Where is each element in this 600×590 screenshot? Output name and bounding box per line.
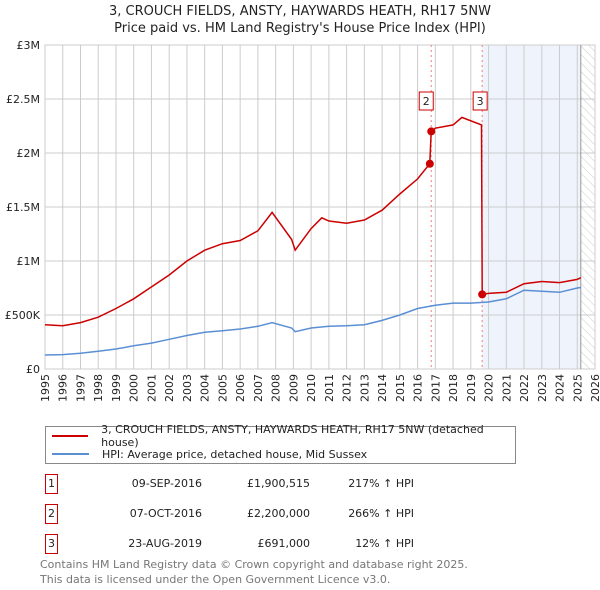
x-tick-label: 2021 bbox=[500, 374, 513, 402]
x-tick-label: 2016 bbox=[412, 374, 425, 402]
y-tick-label: £2M bbox=[17, 147, 41, 160]
series-line bbox=[44, 286, 581, 356]
chart-title: 3, CROUCH FIELDS, ANSTY, HAYWARDS HEATH,… bbox=[109, 4, 491, 19]
sale-row: 1 09-SEP-2016 £1,900,515 217% ↑ HPI bbox=[45, 474, 445, 494]
plot-border bbox=[44, 44, 596, 370]
x-tick-label: 2011 bbox=[323, 374, 336, 402]
x-tick-label: 2008 bbox=[270, 374, 283, 402]
legend-item-hpi: HPI: Average price, detached house, Mid … bbox=[46, 446, 367, 462]
x-tick-label: 2010 bbox=[305, 374, 318, 402]
sale-hpi-change: 266% ↑ HPI bbox=[348, 507, 414, 520]
x-tick-label: 2014 bbox=[376, 374, 389, 402]
x-tick-label: 2012 bbox=[341, 374, 354, 402]
x-tick-label: 2015 bbox=[394, 374, 407, 402]
sale-price: £2,200,000 bbox=[247, 507, 310, 520]
y-tick-label: £500K bbox=[5, 309, 41, 322]
sale-date: 09-SEP-2016 bbox=[131, 477, 202, 490]
y-tick-label: £0 bbox=[26, 363, 40, 376]
legend-item-property: 3, CROUCH FIELDS, ANSTY, HAYWARDS HEATH,… bbox=[46, 423, 515, 449]
x-tick-label: 2003 bbox=[181, 374, 194, 402]
legend-swatch-red bbox=[52, 435, 89, 437]
sale-hpi-change: 217% ↑ HPI bbox=[348, 477, 414, 490]
y-tick-label: £3M bbox=[17, 39, 41, 52]
legend-label: HPI: Average price, detached house, Mid … bbox=[102, 447, 368, 461]
sale-label-box bbox=[418, 91, 434, 111]
x-tick-label: 2005 bbox=[216, 374, 229, 402]
x-tick-label: 2017 bbox=[429, 374, 442, 402]
sale-row: 2 07-OCT-2016 £2,200,000 266% ↑ HPI bbox=[45, 504, 445, 524]
sale-row: 3 23-AUG-2019 £691,000 12% ↑ HPI bbox=[45, 534, 445, 554]
x-tick-label: 2000 bbox=[128, 374, 141, 402]
x-tick-label: 2013 bbox=[358, 374, 371, 402]
sale-label: 2 bbox=[423, 95, 430, 108]
sale-point bbox=[478, 290, 487, 299]
x-tick-label: 2026 bbox=[589, 374, 600, 402]
sale-number-badge: 2 bbox=[45, 504, 58, 524]
series-line bbox=[44, 116, 582, 327]
sale-number-badge: 1 bbox=[45, 474, 58, 494]
sale-date: 07-OCT-2016 bbox=[129, 507, 202, 520]
x-tick-label: 1995 bbox=[39, 374, 52, 402]
y-tick-label: £1M bbox=[17, 255, 41, 268]
sale-hpi-change: 12% ↑ HPI bbox=[355, 537, 414, 550]
sale-number-badge: 3 bbox=[45, 534, 58, 554]
chart-subtitle: Price paid vs. HM Land Registry's House … bbox=[114, 21, 486, 36]
x-tick-label: 2004 bbox=[199, 374, 212, 402]
legend-label: 3, CROUCH FIELDS, ANSTY, HAYWARDS HEATH,… bbox=[101, 423, 484, 449]
x-tick-label: 2022 bbox=[518, 374, 531, 402]
x-tick-label: 2025 bbox=[571, 374, 584, 402]
footer-licence: This data is licensed under the Open Gov… bbox=[40, 573, 391, 586]
sale-date: 23-AUG-2019 bbox=[128, 537, 202, 550]
x-tick-label: 2018 bbox=[447, 374, 460, 402]
legend: 3, CROUCH FIELDS, ANSTY, HAYWARDS HEATH,… bbox=[45, 423, 516, 464]
x-tick-label: 2024 bbox=[554, 374, 567, 402]
x-tick-label: 1996 bbox=[57, 374, 70, 402]
sale-label: 3 bbox=[477, 95, 484, 108]
x-tick-label: 2007 bbox=[252, 374, 265, 402]
sale-price: £691,000 bbox=[257, 537, 311, 550]
sale-price: £1,900,515 bbox=[247, 477, 310, 490]
x-tick-label: 2020 bbox=[483, 374, 496, 402]
x-tick-label: 1999 bbox=[110, 374, 123, 402]
y-tick-label: £2.5M bbox=[6, 93, 40, 106]
x-tick-label: 2023 bbox=[536, 374, 549, 402]
sale-point bbox=[427, 127, 436, 136]
x-tick-label: 2009 bbox=[287, 374, 300, 402]
x-tick-label: 1997 bbox=[74, 374, 87, 402]
sale-point bbox=[425, 159, 434, 168]
price-chart: 1995 1996 1997 1998 1999 2000 2001 2002 2003 2004… bbox=[5, 39, 600, 402]
x-tick-label: 2019 bbox=[465, 374, 478, 402]
sale-label-box bbox=[472, 91, 488, 111]
y-tick-label: £1.5M bbox=[6, 201, 40, 214]
x-tick-label: 2001 bbox=[145, 374, 158, 402]
x-tick-label: 2002 bbox=[163, 374, 176, 402]
footer-copyright: Contains HM Land Registry data © Crown c… bbox=[40, 558, 468, 571]
x-tick-label: 2006 bbox=[234, 374, 247, 402]
x-tick-label: 1998 bbox=[92, 374, 105, 402]
legend-swatch-blue bbox=[52, 453, 89, 455]
